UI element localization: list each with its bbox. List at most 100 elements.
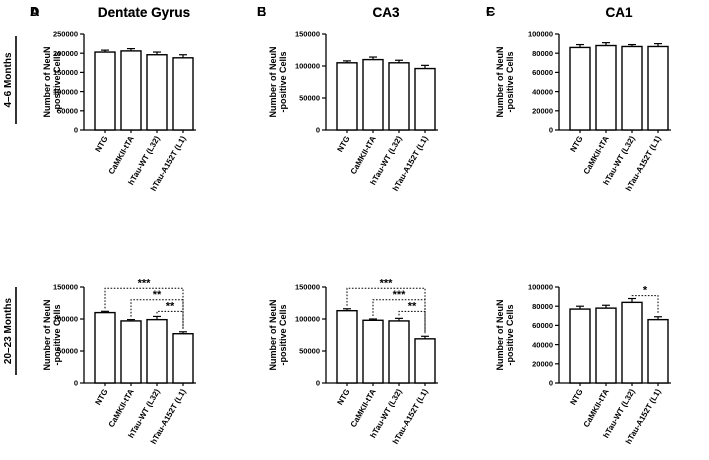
bar-0	[336, 309, 358, 384]
x-tick-label: NTG	[93, 135, 109, 154]
x-tick-label: CaMKII-tTA	[349, 134, 378, 176]
x-tick-label: NTG	[568, 135, 584, 154]
x-tick-label: CaMKII-tTA	[582, 387, 611, 429]
bar-2	[621, 45, 643, 131]
significance-label: **	[153, 289, 162, 301]
y-tick-label: 100000	[528, 30, 553, 39]
chart-title: CA3	[372, 5, 399, 20]
y-tick-label: 150000	[295, 283, 320, 292]
y-tick-label: 20000	[532, 107, 553, 116]
y-tick-label: 100000	[528, 283, 553, 292]
y-axis-label-line: Number of NeuN	[495, 46, 505, 117]
y-tick-label: 80000	[532, 302, 553, 311]
y-tick-label: 50000	[57, 347, 78, 356]
x-tick-label: CaMKII-tTA	[107, 387, 136, 429]
significance-label: ***	[138, 277, 152, 289]
y-tick-label: 60000	[532, 68, 553, 77]
y-tick-label: 100000	[295, 315, 320, 324]
y-tick-label: 100000	[53, 315, 78, 324]
bar-3	[647, 318, 669, 384]
y-tick-label: 0	[74, 126, 78, 135]
y-axis-label-line: -positive Cells	[52, 51, 62, 112]
y-axis-label: Number of NeuN-positive Cells	[268, 299, 288, 370]
significance-bracket	[631, 295, 659, 314]
y-tick-label: 0	[316, 126, 320, 135]
bar-3	[414, 67, 436, 131]
y-tick-label: 150000	[53, 283, 78, 292]
bar-0	[94, 51, 116, 131]
y-tick-label: 0	[74, 379, 78, 388]
bar-1	[362, 319, 384, 384]
y-axis-label: Number of NeuN-positive Cells	[42, 46, 62, 117]
y-axis-label-line: Number of NeuN	[42, 299, 52, 370]
y-axis-label-line: Number of NeuN	[268, 299, 278, 370]
y-tick-label: 100000	[53, 87, 78, 96]
significance-label: **	[408, 300, 417, 312]
significance-bracket	[398, 310, 426, 334]
bar-2	[621, 301, 643, 384]
bar-0	[569, 46, 591, 131]
y-tick-label: 50000	[57, 107, 78, 116]
bar-3	[172, 57, 194, 131]
significance-label: ***	[393, 289, 407, 301]
y-tick-label: 60000	[532, 321, 553, 330]
bar-1	[595, 44, 617, 131]
y-tick-label: 100000	[295, 62, 320, 71]
bar-0	[569, 308, 591, 384]
y-axis-label-line: Number of NeuN	[495, 299, 505, 370]
y-tick-label: 40000	[532, 87, 553, 96]
y-axis-label: Number of NeuN-positive Cells	[495, 46, 515, 117]
y-tick-label: 20000	[532, 360, 553, 369]
chart-panel-b: B CA3 Number of NeuN-positive Cells 0 50000 1…	[257, 4, 438, 193]
bar-3	[647, 45, 669, 131]
panel-letter: D	[30, 4, 39, 19]
chart-title: CA1	[605, 5, 632, 20]
y-tick-label: 200000	[53, 49, 78, 58]
bar-2	[146, 54, 168, 131]
bar-1	[120, 50, 142, 131]
chart-title: Dentate Gyrus	[98, 5, 190, 20]
y-axis-label-line: Number of NeuN	[42, 46, 52, 117]
chart-panel-a: A Dentate Gyrus Number of NeuN-positive Ce…	[30, 4, 196, 193]
row-label-top-text: 4–6 Months	[3, 52, 14, 107]
y-tick-label: 80000	[532, 49, 553, 58]
chart-title: CA1	[605, 5, 632, 20]
bar-3	[172, 333, 194, 384]
significance-bracket	[156, 310, 184, 329]
panel-letter: C	[486, 4, 496, 19]
chart-title: CA3	[372, 5, 399, 20]
significance-label: ***	[380, 277, 394, 289]
y-axis-label: Number of NeuN-positive Cells	[42, 299, 62, 370]
panel-letter: B	[257, 4, 266, 19]
y-axis-label-line: -positive Cells	[505, 304, 515, 365]
y-tick-label: 50000	[299, 347, 320, 356]
y-axis-label-line: -positive Cells	[278, 51, 288, 112]
y-tick-label: 250000	[53, 30, 78, 39]
bar-1	[120, 320, 142, 384]
bar-0	[336, 62, 358, 131]
significance-bracket	[104, 287, 184, 329]
panel-letter: A	[30, 4, 40, 19]
x-tick-label: NTG	[93, 388, 109, 407]
row-label-bottom-text: 20–23 Months	[3, 297, 14, 364]
chart-panel-c: C CA1 Number of NeuN-positive Cells 0 20000 4…	[486, 4, 671, 193]
y-tick-label: 40000	[532, 340, 553, 349]
significance-bracket	[372, 299, 426, 334]
row-label-bottom: 20–23 Months	[3, 287, 17, 375]
y-tick-label: 0	[549, 379, 553, 388]
bar-0	[94, 311, 116, 384]
x-tick-label: NTG	[568, 388, 584, 407]
x-tick-label: CaMKII-tTA	[582, 134, 611, 176]
y-tick-label: 0	[316, 379, 320, 388]
bar-2	[388, 62, 410, 131]
y-axis-label-line: -positive Cells	[278, 304, 288, 365]
bar-2	[146, 318, 168, 384]
chart-title: Dentate Gyrus	[98, 5, 190, 20]
significance-bracket	[130, 299, 184, 329]
significance-label: *	[643, 285, 648, 297]
y-axis-label-line: -positive Cells	[52, 304, 62, 365]
x-tick-label: NTG	[335, 388, 351, 407]
bar-2	[388, 320, 410, 384]
y-axis-label: Number of NeuN-positive Cells	[495, 299, 515, 370]
